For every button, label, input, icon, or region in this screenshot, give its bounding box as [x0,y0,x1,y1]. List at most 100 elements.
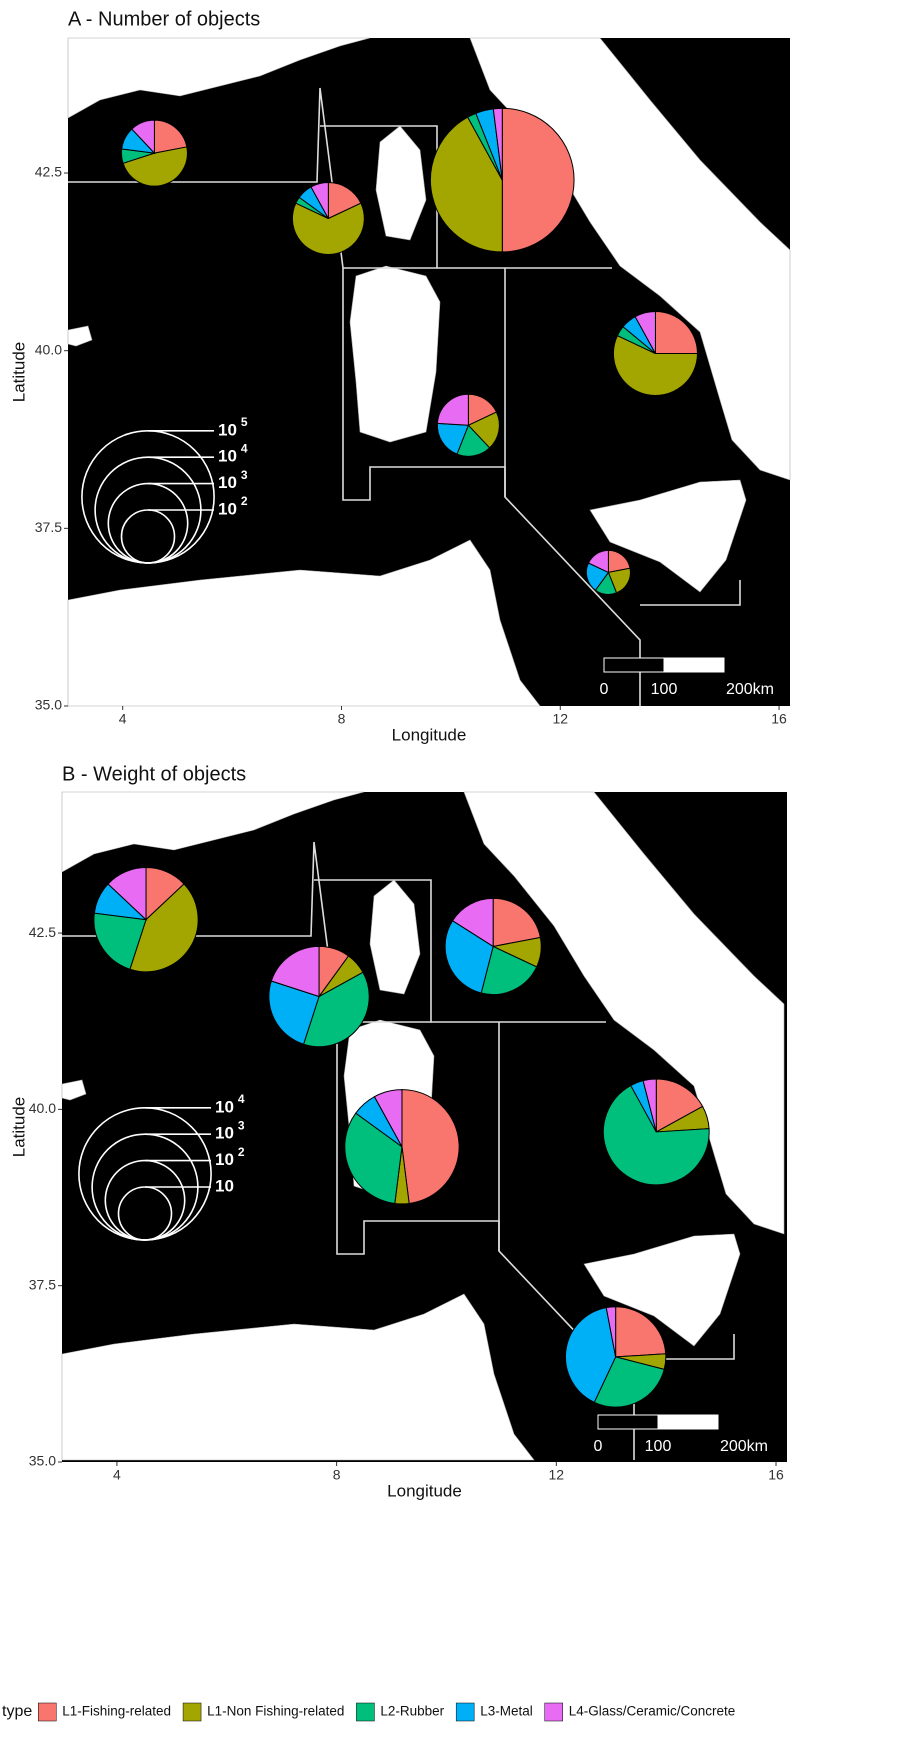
scale-bar-label: 0 [594,1438,603,1455]
pie-slice [602,1084,710,1186]
pie-slice [564,1307,617,1403]
size-legend-exponent: 4 [241,441,248,455]
y-axis-label: Latitude [9,1097,28,1158]
pie [268,945,370,1048]
scale-bar-label: 200km [726,681,774,698]
legend-swatch [182,1702,202,1722]
x-axis-label: Longitude [387,1481,462,1500]
panel-title: A - Number of objects [68,8,260,30]
scale-bar [663,657,725,673]
x-axis-label: Longitude [392,725,467,744]
y-tick-label: 35.0 [29,1453,56,1469]
pie [602,1078,710,1186]
legend-swatch [356,1702,375,1722]
legend-swatch [455,1702,475,1722]
x-tick-label: 12 [549,1467,565,1483]
pie [564,1306,667,1408]
pie-slice [654,310,698,355]
pie-slice [302,971,370,1048]
size-legend-label: 10 [215,1150,234,1169]
scale-bar-label: 100 [651,681,678,698]
pie [291,182,365,255]
x-tick-label: 16 [771,711,787,727]
pie [93,867,199,973]
y-tick-label: 37.5 [29,1276,56,1292]
scale-bar-label: 100 [645,1438,672,1455]
legend-swatch [544,1702,563,1722]
pie-slice [430,116,503,253]
pie-slice [492,897,541,948]
pie-slice [270,945,320,998]
x-tick-label: 4 [119,711,127,727]
pie-slice [642,1078,657,1133]
size-legend-label: 10 [215,1097,234,1116]
panel-title: B - Weight of objects [62,763,246,785]
legend-swatch [38,1702,57,1722]
x-tick-label: 4 [113,1467,121,1483]
pie-slice [593,1356,665,1408]
pie-slice [153,119,188,154]
x-tick-label: 8 [338,711,346,727]
pie-slice [501,107,575,253]
pie-slice [93,912,147,970]
legend-label: L1-Non Fishing-related [207,1704,344,1719]
pie-slice [310,182,329,219]
pie-slice [605,1306,617,1358]
pie [120,119,188,187]
legend-label: L1-Fishing-related [62,1704,171,1719]
legend-label: L3-Metal [480,1704,533,1719]
size-legend-exponent: 2 [238,1145,245,1159]
x-tick-label: 12 [552,711,568,727]
pie-slice [344,1112,403,1205]
pie [344,1089,460,1205]
scale-bar-label: 0 [600,681,609,698]
pie [430,107,575,253]
y-tick-label: 40.0 [35,341,62,357]
scale-bar [657,1414,719,1430]
size-legend-label: 10 [218,473,237,492]
pie [612,310,698,397]
pie-slice [122,146,188,187]
pie-slice [327,182,362,220]
pie [585,549,631,595]
pie-slice [612,334,698,397]
legend-title: type [2,1703,32,1720]
pie-slice [634,310,656,354]
scale-bar [597,1414,659,1430]
pie-slice [480,945,538,996]
pie-slice [107,867,147,921]
pie-slice [436,393,469,426]
x-tick-label: 16 [768,1467,784,1483]
x-tick-label: 8 [333,1467,341,1483]
pie-slice [615,1306,667,1358]
pie-slice [467,411,500,449]
pie-slice [268,980,320,1045]
y-tick-label: 42.5 [35,164,62,180]
pie-slice [492,107,503,181]
size-legend-exponent: 3 [241,468,248,482]
pie-slice [401,1089,460,1205]
pie-slice [451,897,494,948]
y-tick-label: 35.0 [35,697,62,713]
pie [436,393,500,457]
legend-label: L4-Glass/Ceramic/Concrete [569,1704,736,1719]
y-tick-label: 40.0 [29,1100,56,1116]
pie-slice [291,202,365,255]
pie-slice [436,422,470,455]
y-tick-label: 37.5 [35,519,62,535]
size-legend-exponent: 2 [241,494,248,508]
legend-label: L2-Rubber [380,1704,444,1719]
pie-slice [131,119,155,155]
y-axis-label: Latitude [9,342,28,403]
size-legend-exponent: 3 [238,1118,245,1132]
size-legend-label: 10 [218,447,237,466]
pie [444,897,542,996]
size-legend-label: 10 [215,1124,234,1143]
pie-slice [444,920,494,994]
size-legend-exponent: 4 [238,1092,245,1106]
pie-slice [129,883,199,973]
pie-slice [655,1078,704,1133]
size-legend-label: 10 [218,420,237,439]
pie-slice [587,549,609,574]
